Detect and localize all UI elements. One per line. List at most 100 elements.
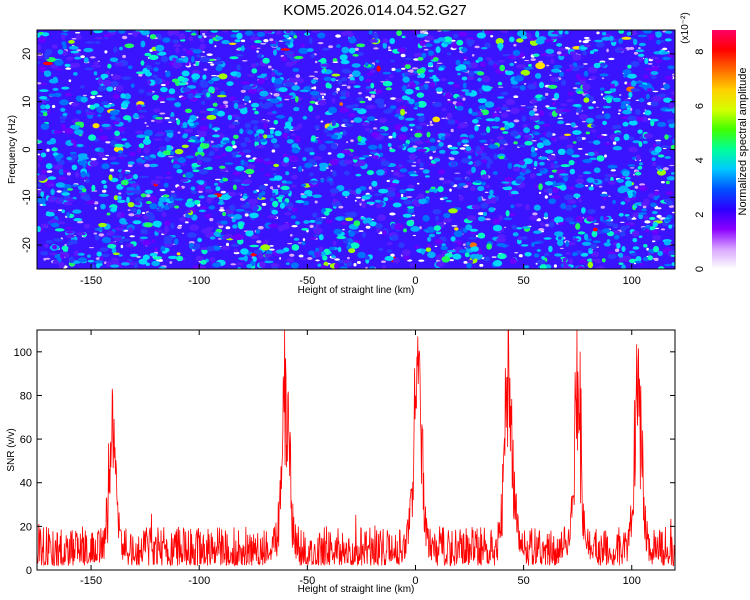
heatmap-cell [181,87,192,92]
heatmap-speck [104,50,108,54]
heatmap-cell [61,245,69,251]
heatmap-cell [269,98,280,104]
heatmap-cell [252,206,258,212]
heatmap-cell [218,104,227,109]
heatmap-speck [538,228,545,232]
heatmap-cell [120,93,126,99]
heatmap-cell [651,210,658,215]
heatmap-cell [377,214,386,221]
heatmap-cell [547,188,554,194]
heatmap-speck [373,47,379,50]
heatmap-cell [320,63,330,67]
heatmap-cell [632,237,638,243]
heatmap-cell [500,91,509,96]
heatmap-cell [578,174,583,178]
heatmap-cell [199,30,209,33]
heatmap-cell [365,104,376,110]
colorbar-label: Normalized spectral amplitude [737,68,749,216]
heatmap-speck [388,135,393,139]
heatmap-cell [164,136,171,142]
top-y-tick-label: -10 [21,189,33,205]
heatmap-cell [174,102,181,107]
heatmap-cell [317,139,322,144]
heatmap-speck [477,212,485,216]
heatmap-cell [669,96,675,99]
heatmap-cell [382,71,392,75]
heatmap-cell [550,162,555,169]
heatmap-cell [243,95,251,102]
heatmap-cell [106,212,111,216]
heatmap-cell [228,124,236,129]
heatmap-cell [577,266,585,269]
heatmap-cell [176,186,182,191]
heatmap-speck [269,248,275,251]
heatmap-cell [493,153,498,160]
heatmap-cell [107,244,117,249]
heatmap-cell [426,226,436,233]
top-x-tick-label: 0 [412,275,418,287]
heatmap-cell [649,216,656,220]
heatmap-speck [209,217,214,222]
heatmap-cell [273,173,277,176]
heatmap-cell [477,56,484,62]
heatmap-cell [322,255,328,261]
heatmap-cell [201,100,206,106]
heatmap-cell [80,192,86,196]
heatmap-cell [446,100,453,104]
heatmap-cell [37,162,41,168]
heatmap-cell [113,195,119,201]
heatmap-cell [435,215,439,222]
heatmap-cell [339,266,349,269]
heatmap-cell [622,69,632,75]
heatmap-cell [94,227,103,231]
heatmap-speck [630,217,637,220]
heatmap-cell [565,68,572,72]
heatmap-cell [288,32,296,36]
heatmap-cell [579,79,586,85]
heatmap-cell [325,82,331,89]
heatmap-cell [470,246,479,252]
heatmap-cell [530,151,538,158]
heatmap-cell [258,184,267,191]
heatmap-cell [652,65,659,72]
heatmap-cell [271,266,279,269]
heatmap-cell [111,74,122,80]
heatmap-cell [601,36,611,41]
heatmap-cell [443,36,453,42]
heatmap-speck [244,213,249,217]
heatmap-cell [164,176,173,180]
heatmap-speck [206,53,213,56]
heatmap-speck [270,186,274,190]
heatmap-cell [497,96,505,99]
heatmap-cell [374,98,385,105]
heatmap-cell [227,114,233,121]
heatmap-speck [328,45,334,49]
heatmap-cell [117,150,124,154]
heatmap-cell [510,81,519,85]
heatmap-cell [603,242,611,247]
heatmap-cell [61,123,66,131]
heatmap-cell [622,170,630,177]
heatmap-cell [55,68,63,71]
heatmap-cell [533,53,540,57]
heatmap-cell [285,262,290,265]
heatmap-cell [591,258,598,262]
heatmap-cell [638,165,643,170]
heatmap-speck [449,259,455,262]
heatmap-cell [188,122,195,127]
heatmap-cell [299,89,309,93]
heatmap-cell [204,188,214,193]
heatmap-cell [218,73,228,80]
heatmap-cell [61,209,65,214]
heatmap-cell [632,156,637,160]
heatmap-cell [207,194,218,198]
heatmap-cell [62,169,69,173]
heatmap-cell [260,168,264,171]
heatmap-cell [657,250,663,257]
heatmap-cell [183,56,189,63]
heatmap-speck [207,62,213,64]
heatmap-cell [152,220,162,227]
heatmap-cell [653,190,660,196]
heatmap-cell [668,103,675,109]
